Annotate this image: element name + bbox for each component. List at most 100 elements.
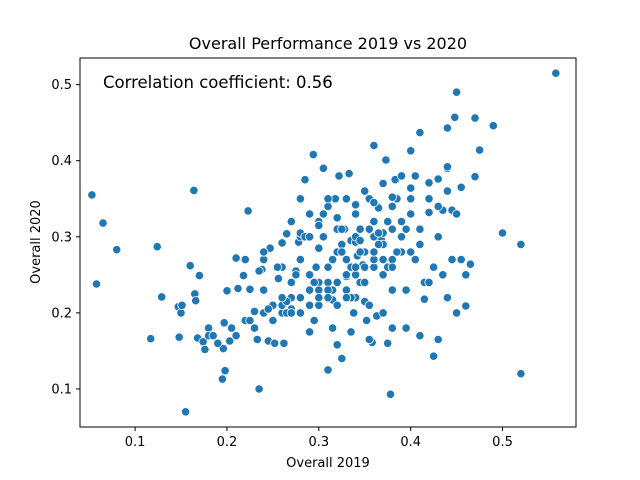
x-axis: 0.1 0.2 0.3 0.4 0.5 — [125, 427, 513, 450]
data-point — [222, 286, 232, 296]
data-point — [341, 270, 351, 280]
data-point — [259, 255, 269, 265]
data-point — [204, 323, 214, 333]
data-point — [295, 194, 305, 204]
data-point — [314, 293, 324, 303]
data-point — [387, 323, 397, 333]
data-point — [146, 334, 156, 344]
data-point — [213, 338, 223, 348]
data-point — [465, 259, 475, 269]
data-point — [349, 308, 359, 318]
data-point — [350, 200, 361, 210]
data-point — [378, 178, 388, 189]
data-point — [450, 112, 460, 122]
x-tick-label: 0.2 — [217, 435, 238, 450]
data-point — [401, 285, 411, 295]
data-point — [341, 285, 351, 295]
data-point — [286, 277, 296, 287]
data-point — [185, 261, 195, 271]
data-point — [323, 285, 333, 295]
data-point — [238, 270, 249, 281]
data-point — [220, 366, 230, 376]
data-point — [334, 171, 344, 181]
data-point — [442, 123, 452, 133]
data-point — [470, 172, 480, 182]
chart-title: Overall Performance 2019 vs 2020 — [189, 34, 467, 53]
data-point — [233, 283, 243, 294]
data-point — [415, 331, 425, 341]
data-point — [387, 262, 397, 272]
data-point — [373, 228, 384, 238]
data-point — [272, 262, 283, 272]
data-point — [488, 121, 498, 131]
data-point — [381, 155, 391, 165]
data-point — [318, 163, 328, 173]
data-point — [350, 270, 361, 280]
data-point — [268, 315, 278, 326]
data-point — [424, 207, 434, 217]
data-point — [323, 277, 333, 287]
data-point — [428, 351, 439, 361]
data-point — [474, 145, 485, 155]
data-point — [219, 318, 229, 328]
correlation-annotation: Correlation coefficient: 0.56 — [103, 73, 333, 92]
data-point — [364, 300, 374, 310]
data-point — [243, 206, 253, 216]
data-point — [323, 194, 333, 204]
data-point — [337, 247, 347, 257]
data-point — [369, 140, 379, 151]
data-point — [350, 209, 361, 219]
data-point — [337, 353, 347, 364]
data-point — [254, 266, 264, 276]
data-point — [332, 213, 342, 223]
data-point — [304, 209, 315, 219]
data-point — [291, 270, 301, 280]
y-axis-label: Overall 2020 — [29, 200, 44, 284]
data-point — [231, 331, 241, 341]
data-point — [263, 304, 273, 314]
data-point — [364, 224, 374, 234]
data-point — [300, 175, 310, 185]
data-point — [174, 332, 184, 342]
data-point — [438, 270, 448, 280]
data-point — [270, 338, 280, 348]
data-points — [87, 68, 561, 417]
data-point — [383, 338, 393, 348]
data-point — [442, 186, 452, 196]
data-point — [424, 277, 434, 287]
data-point — [311, 262, 321, 272]
data-point — [387, 285, 397, 295]
data-point — [337, 239, 347, 249]
data-point — [323, 293, 333, 303]
data-point — [286, 217, 296, 227]
data-point — [314, 220, 324, 230]
data-point — [369, 262, 379, 272]
data-point — [189, 185, 199, 195]
data-point — [87, 190, 97, 200]
data-point — [387, 201, 397, 211]
data-point — [406, 183, 416, 193]
data-point — [516, 369, 526, 379]
data-point — [252, 334, 262, 345]
data-point — [385, 389, 396, 399]
data-point — [91, 279, 102, 289]
data-point — [433, 334, 443, 345]
plot-area-frame — [79, 57, 577, 428]
data-point — [369, 255, 379, 265]
data-point — [369, 198, 379, 208]
data-point — [456, 255, 466, 265]
y-axis: 0.1 0.2 0.3 0.4 0.5 — [51, 78, 80, 397]
data-point — [415, 224, 425, 234]
data-point — [341, 194, 351, 204]
data-point — [323, 201, 333, 211]
data-point — [387, 224, 397, 234]
data-point — [355, 236, 365, 246]
data-point — [227, 323, 237, 333]
data-point — [341, 293, 351, 303]
data-point — [350, 262, 361, 272]
data-point — [396, 171, 407, 181]
data-point — [332, 340, 342, 350]
data-point — [309, 315, 319, 326]
data-point — [323, 365, 333, 375]
